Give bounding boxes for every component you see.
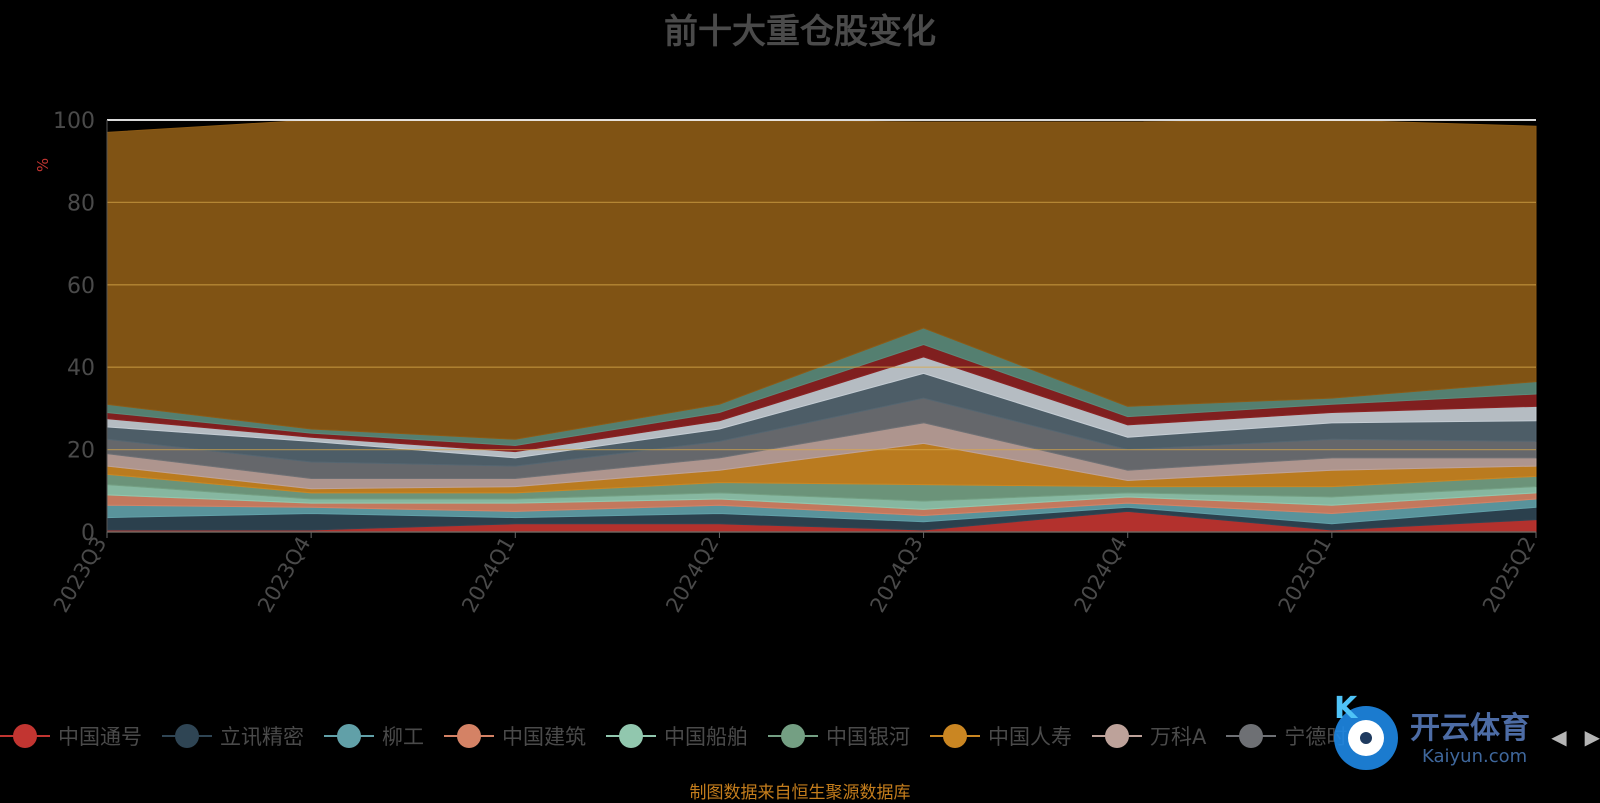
- x-tick-label: 2024Q2: [661, 533, 723, 617]
- legend-pager: ◀ ▶: [1500, 720, 1600, 754]
- watermark-brand: 开云体育: [1410, 711, 1530, 746]
- x-tick-label: 2023Q4: [253, 533, 315, 617]
- y-tick-label: 60: [67, 274, 95, 299]
- y-tick-label: 20: [67, 439, 95, 464]
- legend-label: 中国建筑: [502, 725, 586, 749]
- legend-item[interactable]: 中国通号: [0, 721, 142, 751]
- legend-item[interactable]: 万科A: [1092, 721, 1206, 751]
- legend-item[interactable]: 中国人寿: [930, 721, 1072, 751]
- source-note: 制图数据来自恒生聚源数据库: [689, 783, 911, 803]
- legend-item[interactable]: 柳工: [324, 721, 424, 751]
- legend-label: 中国船舶: [664, 725, 748, 749]
- legend-item[interactable]: 中国建筑: [444, 721, 586, 751]
- watermark-site: Kaiyun.com: [1422, 746, 1527, 767]
- legend-label: 柳工: [382, 725, 424, 749]
- x-tick-label: 2025Q2: [1478, 533, 1540, 617]
- legend-prev-button[interactable]: ◀: [1551, 725, 1567, 749]
- x-tick-label: 2024Q1: [457, 533, 519, 617]
- x-tick-label: 2025Q1: [1274, 533, 1336, 617]
- watermark-badge: K: [1334, 694, 1359, 726]
- legend: 中国通号 立讯精密 柳工 中国建筑 中国船舶 中国银河 中国人寿 万科A 宁德时代: [0, 716, 1388, 756]
- legend-swatch: [0, 722, 50, 750]
- legend-item[interactable]: 中国银河: [768, 721, 910, 751]
- legend-item[interactable]: 立讯精密: [162, 721, 304, 751]
- legend-item[interactable]: 中国船舶: [606, 721, 748, 751]
- x-tick-label: 2024Q3: [865, 533, 927, 617]
- legend-label: 万科A: [1150, 725, 1207, 749]
- legend-swatch: [324, 722, 374, 750]
- y-tick-label: 80: [67, 191, 95, 216]
- legend-swatch: [606, 722, 656, 750]
- legend-label: 中国人寿: [988, 725, 1072, 749]
- y-tick-label: 100: [53, 109, 95, 134]
- legend-swatch: [162, 722, 212, 750]
- y-tick-label: 0: [81, 521, 95, 546]
- legend-swatch: [930, 722, 980, 750]
- legend-swatch: [444, 722, 494, 750]
- x-tick-label: 2024Q4: [1070, 533, 1132, 617]
- legend-label: 中国银河: [826, 725, 910, 749]
- legend-swatch: [1226, 722, 1277, 750]
- legend-label: 立讯精密: [220, 725, 304, 749]
- legend-swatch: [1092, 722, 1142, 750]
- legend-next-button[interactable]: ▶: [1584, 725, 1600, 749]
- legend-label: 中国通号: [58, 725, 142, 749]
- legend-swatch: [768, 722, 818, 750]
- y-tick-label: 40: [67, 356, 95, 381]
- y-axis-label: %: [34, 158, 52, 172]
- chart-title: 前十大重仓股变化: [664, 12, 936, 52]
- kaiyun-watermark-logo: K 开云体育 Kaiyun.com: [1334, 694, 1530, 770]
